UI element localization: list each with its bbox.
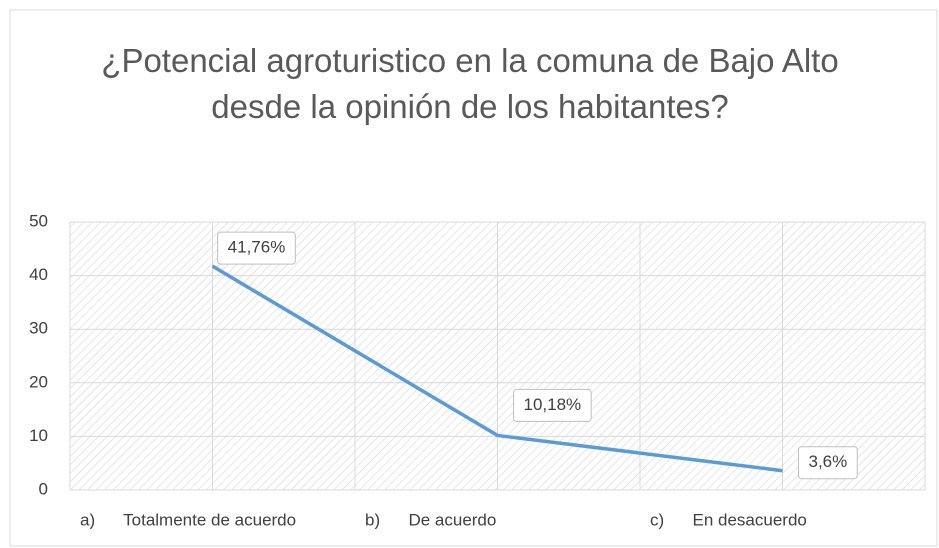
y-tick-label: 0	[39, 479, 48, 498]
data-label: 3,6%	[809, 452, 848, 471]
x-tick-label: b) De acuerdo	[365, 510, 496, 529]
y-tick-label: 40	[29, 265, 48, 284]
y-tick-label: 10	[29, 426, 48, 445]
y-tick-label: 20	[29, 372, 48, 391]
x-tick-label: a) Totalmente de acuerdo	[80, 510, 296, 529]
data-label: 41,76%	[228, 238, 286, 257]
chart-title: ¿Potencial agroturistico en la comuna de…	[101, 42, 839, 125]
y-tick-label: 50	[29, 211, 48, 230]
data-label-box	[798, 446, 858, 480]
y-tick-label: 30	[29, 319, 48, 338]
line	[211, 264, 783, 473]
data-label: 10,18%	[524, 395, 582, 414]
data-label-box	[217, 231, 296, 265]
x-tick-label: c) En desacuerdo	[650, 510, 807, 529]
data-label-box	[513, 388, 592, 422]
